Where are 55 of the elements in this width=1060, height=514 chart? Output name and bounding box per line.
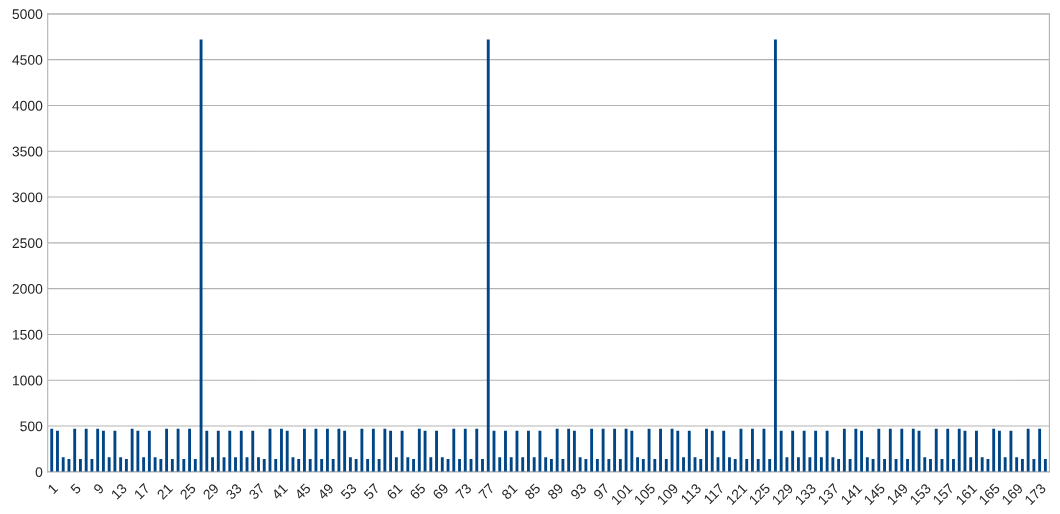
- x-tick-label: 105: [633, 482, 656, 506]
- x-tick-label: 9: [92, 482, 105, 495]
- x-tick-label: 129: [771, 482, 794, 506]
- x-tick-label: 73: [455, 482, 473, 500]
- x-tick-label: 125: [748, 482, 771, 506]
- x-tick-label: 149: [886, 482, 909, 506]
- x-tick-label: 173: [1024, 482, 1047, 506]
- x-tick-label: 21: [156, 483, 174, 500]
- y-tick-label: 3500: [12, 146, 43, 157]
- x-tick-label: 41: [271, 483, 289, 501]
- x-tick-label: 137: [817, 483, 840, 506]
- y-tick-label: 4500: [12, 55, 43, 65]
- x-tick-label: 81: [500, 483, 518, 500]
- x-tick-label: 141: [840, 483, 863, 506]
- x-tick-label: 161: [955, 483, 978, 506]
- x-tick-label: 157: [932, 483, 955, 506]
- x-tick-label: 61: [386, 483, 404, 500]
- x-tick-label: 145: [863, 483, 886, 506]
- y-tick-label: 2500: [12, 238, 43, 249]
- x-tick-label: 85: [523, 482, 541, 500]
- y-tick-label: 3000: [12, 192, 43, 203]
- x-tick-label: 53: [340, 482, 358, 501]
- x-tick-label: 5: [69, 483, 82, 495]
- x-tick-label: 49: [316, 482, 335, 501]
- x-tick-label: 169: [1001, 482, 1024, 506]
- x-tick-label: 65: [409, 482, 427, 500]
- x-tick-label: 97: [592, 483, 610, 500]
- x-tick-label: 77: [478, 483, 495, 500]
- x-tick-label: 93: [569, 482, 587, 500]
- y-tick-label: 1500: [13, 329, 43, 340]
- x-tick-label: 69: [432, 482, 450, 500]
- x-tick-label: 133: [794, 482, 817, 506]
- x-tick-label: 57: [363, 483, 381, 501]
- x-tick-label: 165: [978, 482, 1001, 506]
- y-tick-label: 500: [20, 421, 43, 432]
- x-tick-label: 17: [133, 483, 151, 500]
- x-tick-label: 1: [47, 483, 59, 495]
- x-tick-label: 25: [179, 482, 197, 500]
- y-tick-label: 0: [35, 467, 43, 478]
- x-tick-label: 117: [703, 483, 725, 505]
- x-tick-label: 121: [725, 483, 748, 506]
- y-tick-label: 1000: [13, 375, 43, 386]
- x-tick-label: 101: [610, 483, 633, 506]
- x-tick-label: 109: [656, 482, 679, 506]
- x-tick-label: 33: [225, 482, 243, 501]
- y-tick-label: 5000: [12, 9, 43, 20]
- y-tick-label: 4000: [12, 100, 43, 111]
- x-tick-label: 45: [294, 483, 312, 501]
- x-tick-label: 29: [202, 482, 220, 500]
- x-tick-label: 13: [110, 482, 128, 500]
- x-tick-label: 37: [248, 483, 266, 501]
- x-tick-label: 113: [680, 482, 702, 505]
- x-tick-label: 89: [546, 482, 564, 500]
- x-tick-label: 153: [909, 482, 932, 506]
- y-tick-label: 2000: [12, 284, 43, 294]
